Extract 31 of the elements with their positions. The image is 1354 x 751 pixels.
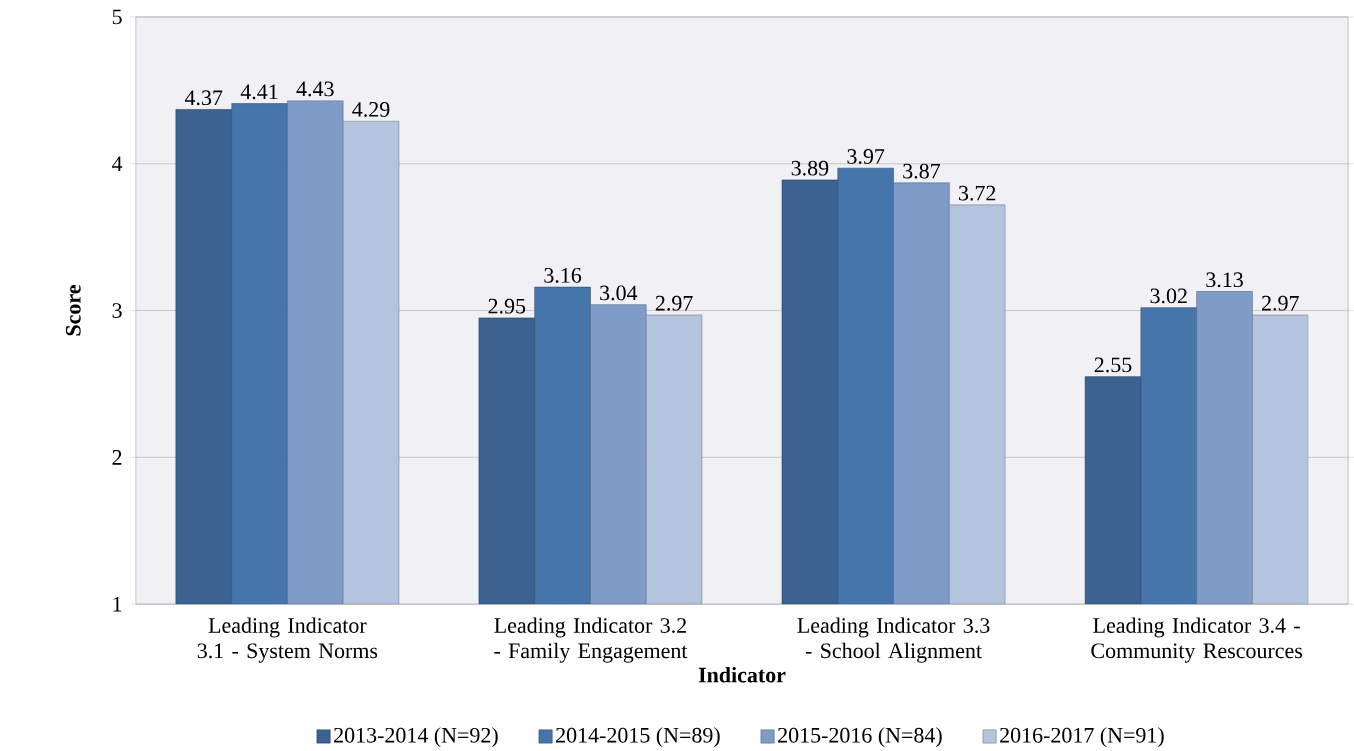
y-tick-label: 4 (112, 156, 123, 171)
legend-label: 2014-2015 (N=89) (556, 727, 720, 748)
y-tick-label: 1 (113, 596, 122, 612)
data-label: 3.72 (959, 185, 996, 201)
y-tick-label: 2 (112, 450, 122, 465)
y-tick-label: 5 (112, 9, 122, 25)
x-tick-label: Leading Indicator 3.3 - School Alignment (797, 617, 990, 663)
y-axis-title: Score (65, 285, 81, 336)
data-label: 3.16 (544, 267, 582, 283)
data-label: 2.95 (488, 298, 526, 314)
data-label: 4.37 (184, 90, 223, 106)
y-tick-label: 3 (112, 303, 122, 318)
x-tick-label: Leading Indicator 3.4 - Community Rescources (1091, 617, 1303, 663)
data-label: 3.02 (1150, 288, 1187, 304)
data-label: 4.41 (240, 84, 278, 100)
legend-label: 2013-2014 (N=92) (334, 727, 498, 748)
data-label: 3.89 (791, 160, 829, 176)
x-tick-label: Leading Indicator 3.1 - System Norms (197, 617, 378, 663)
data-label: 3.13 (1206, 272, 1243, 288)
data-label: 2.97 (655, 295, 693, 311)
data-label: 3.87 (903, 163, 941, 179)
x-tick-label: Leading Indicator 3.2 - Family Engagement (494, 617, 688, 663)
data-label: 4.29 (352, 102, 390, 117)
data-label: 3.04 (600, 285, 638, 301)
x-axis-title: Indicator (698, 666, 786, 683)
data-label: 4.43 (296, 81, 334, 97)
legend-label: 2016-2017 (N=91) (1000, 727, 1164, 748)
data-label: 2.55 (1094, 357, 1132, 373)
legend-label: 2015-2016 (N=84) (778, 727, 942, 748)
data-label: 2.97 (1262, 295, 1299, 311)
data-label: 3.97 (847, 149, 885, 164)
